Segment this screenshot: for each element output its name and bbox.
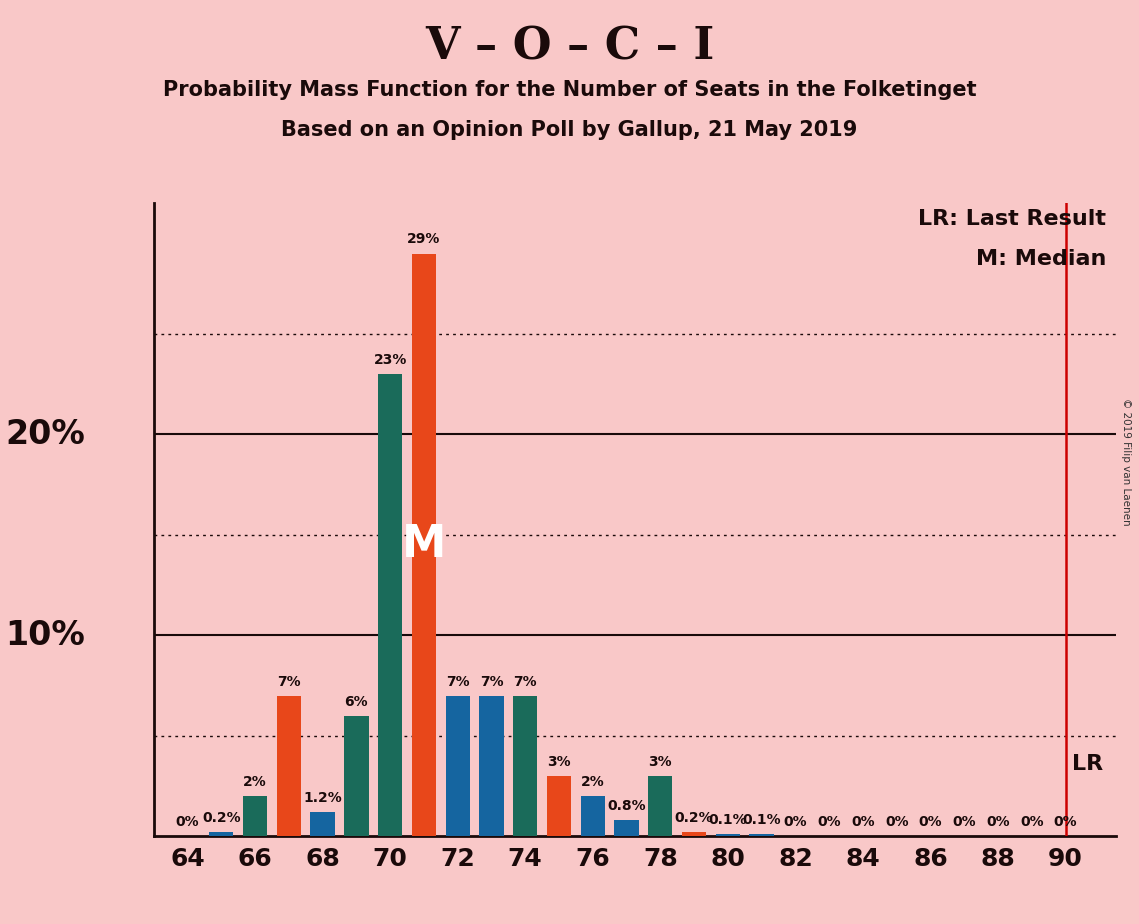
Bar (311, 812, 335, 836)
Text: M: Median: M: Median (976, 249, 1106, 270)
Text: © 2019 Filip van Laenen: © 2019 Filip van Laenen (1122, 398, 1131, 526)
Text: 0%: 0% (986, 815, 1010, 829)
Bar (243, 796, 268, 836)
Text: 23%: 23% (374, 353, 407, 367)
Bar (581, 796, 605, 836)
Bar (715, 834, 740, 836)
Text: 3%: 3% (547, 755, 571, 769)
Text: 0.2%: 0.2% (202, 811, 240, 825)
Text: LR: LR (1072, 754, 1103, 774)
Bar (445, 696, 470, 836)
Text: 0.1%: 0.1% (743, 813, 781, 827)
Bar (210, 833, 233, 836)
Bar (682, 833, 706, 836)
Text: 1.2%: 1.2% (303, 791, 342, 805)
Bar (480, 696, 503, 836)
Text: 7%: 7% (445, 675, 469, 688)
Text: 7%: 7% (277, 675, 301, 688)
Bar (547, 776, 571, 836)
Text: 10%: 10% (6, 619, 85, 651)
Text: M: M (402, 523, 446, 566)
Text: 0.1%: 0.1% (708, 813, 747, 827)
Text: 0%: 0% (818, 815, 841, 829)
Text: 0%: 0% (851, 815, 875, 829)
Bar (344, 716, 369, 836)
Text: 0%: 0% (919, 815, 942, 829)
Text: V – O – C – I: V – O – C – I (425, 26, 714, 69)
Text: Based on an Opinion Poll by Gallup, 21 May 2019: Based on an Opinion Poll by Gallup, 21 M… (281, 120, 858, 140)
Text: 29%: 29% (408, 233, 441, 247)
Text: 2%: 2% (581, 775, 605, 789)
Text: 7%: 7% (480, 675, 503, 688)
Text: 0%: 0% (952, 815, 976, 829)
Bar (513, 696, 538, 836)
Text: 2%: 2% (244, 775, 267, 789)
Text: 6%: 6% (345, 695, 368, 709)
Text: 7%: 7% (514, 675, 538, 688)
Text: 0%: 0% (1021, 815, 1043, 829)
Bar (648, 776, 672, 836)
Text: 0%: 0% (885, 815, 909, 829)
Text: Probability Mass Function for the Number of Seats in the Folketinget: Probability Mass Function for the Number… (163, 80, 976, 101)
Text: 0%: 0% (784, 815, 808, 829)
Bar (277, 696, 301, 836)
Text: 3%: 3% (648, 755, 672, 769)
Text: 0.2%: 0.2% (674, 811, 713, 825)
Bar (412, 253, 436, 836)
Text: 20%: 20% (6, 418, 85, 451)
Text: LR: Last Result: LR: Last Result (918, 210, 1106, 229)
Bar (614, 821, 639, 836)
Bar (749, 834, 773, 836)
Bar (378, 374, 402, 836)
Text: 0.8%: 0.8% (607, 799, 646, 813)
Text: 0%: 0% (1054, 815, 1077, 829)
Text: 0%: 0% (175, 815, 199, 829)
